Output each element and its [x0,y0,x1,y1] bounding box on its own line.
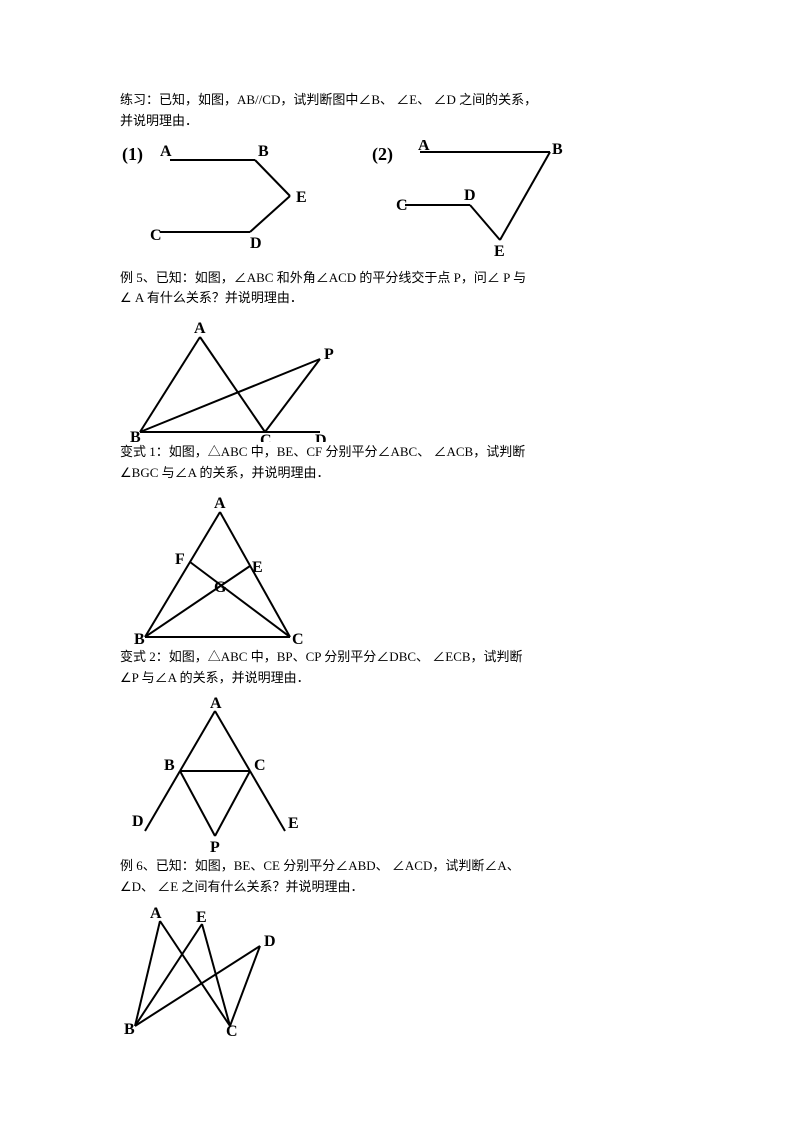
var2-figure: A B C D E P [120,696,320,856]
practice-line1: 练习：已知，如图，AB//CD，试判断图中∠B、 ∠E、 ∠D 之间的关系， [120,92,537,107]
page: 练习：已知，如图，AB//CD，试判断图中∠B、 ∠E、 ∠D 之间的关系， 并… [0,0,800,1132]
svg-text:E: E [252,559,263,576]
svg-text:D: D [250,235,262,250]
svg-text:E: E [296,189,307,206]
svg-text:A: A [150,906,162,922]
svg-text:E: E [494,243,505,260]
ex6-line1: 例 6、已知：如图，BE、CE 分别平分∠ABD、 ∠ACD，试判断∠A、 [120,858,520,873]
var2-text: 变式 2：如图，△ABC 中，BP、CP 分别平分∠DBC、 ∠ECB，试判断 … [120,647,620,689]
svg-text:B: B [130,429,141,442]
ex5-line2: ∠ A 有什么关系？并说明理由． [120,290,303,305]
svg-text:C: C [260,432,272,442]
svg-text:B: B [258,143,269,160]
svg-text:G: G [214,579,227,596]
fig-num-1: (1) [122,144,143,165]
svg-text:A: A [160,143,172,160]
practice-line2: 并说明理由． [120,113,198,128]
svg-text:C: C [292,631,304,647]
var1-figure: A B C F E G [120,492,320,647]
var2-line1: 变式 2：如图，△ABC 中，BP、CP 分别平分∠DBC、 ∠ECB，试判断 [120,649,523,664]
svg-text:C: C [254,757,266,774]
svg-text:P: P [210,839,220,856]
svg-text:D: D [464,187,476,204]
ex5-line1: 例 5、已知：如图，∠ABC 和外角∠ACD 的平分线交于点 P，问∠ P 与 [120,270,526,285]
practice-fig-2: (2) A B C D E [360,140,580,260]
var1-line1: 变式 1：如图，△ABC 中，BE、CF 分别平分∠ABC、 ∠ACB，试判断 [120,444,525,459]
svg-text:B: B [164,757,175,774]
svg-text:E: E [288,815,299,832]
svg-text:D: D [315,432,327,442]
svg-text:A: A [214,495,226,512]
ex6-line2: ∠D、 ∠E 之间有什么关系？并说明理由． [120,879,363,894]
svg-text:A: A [418,140,430,154]
practice-diagrams: (1) A B E C D (2) A B [120,140,800,260]
fig-num-2: (2) [372,144,393,165]
svg-text:A: A [210,696,222,712]
practice-text: 练习：已知，如图，AB//CD，试判断图中∠B、 ∠E、 ∠D 之间的关系， 并… [120,90,620,132]
svg-text:D: D [264,933,276,950]
svg-text:C: C [396,197,408,214]
svg-text:B: B [552,141,563,158]
svg-text:B: B [124,1021,135,1036]
svg-text:D: D [132,813,144,830]
ex6-text: 例 6、已知：如图，BE、CE 分别平分∠ABD、 ∠ACD，试判断∠A、 ∠D… [120,856,620,898]
svg-text:B: B [134,631,145,647]
svg-text:E: E [196,909,207,926]
var2-line2: ∠P 与∠A 的关系，并说明理由． [120,670,310,685]
practice-fig-1: (1) A B E C D [120,140,330,250]
svg-text:A: A [194,320,206,337]
svg-text:F: F [175,551,185,568]
svg-text:C: C [150,227,162,244]
ex5-figure: A B C D P [120,317,350,442]
ex5-text: 例 5、已知：如图，∠ABC 和外角∠ACD 的平分线交于点 P，问∠ P 与 … [120,268,620,310]
var1-line2: ∠BGC 与∠A 的关系，并说明理由． [120,465,330,480]
svg-text:P: P [324,346,334,363]
svg-text:C: C [226,1023,238,1036]
var1-text: 变式 1：如图，△ABC 中，BE、CF 分别平分∠ABC、 ∠ACB，试判断 … [120,442,620,484]
ex6-figure: A E D B C [120,906,290,1036]
